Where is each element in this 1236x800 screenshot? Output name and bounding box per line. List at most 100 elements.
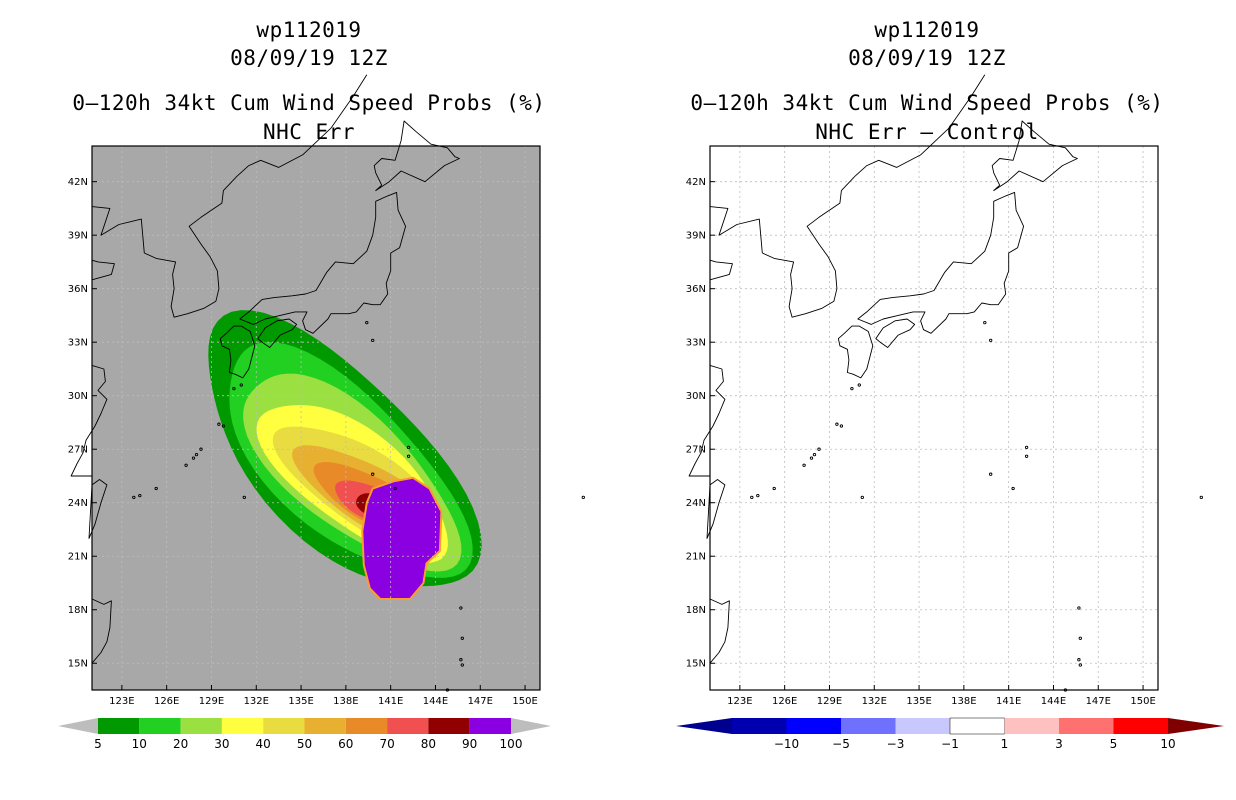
colorbar-swatch [841, 718, 896, 734]
colorbar-low-arrow [676, 718, 732, 734]
island-dot [817, 447, 821, 451]
x-tick-label: 138E [333, 696, 358, 707]
colorbar-label: 50 [297, 737, 312, 751]
x-tick-label: 132E [244, 696, 269, 707]
island-dot [460, 663, 464, 667]
coast-luzon [91, 598, 112, 664]
x-tick-label: 135E [288, 696, 313, 707]
colorbar-label: −1 [941, 737, 959, 751]
colorbar-label: 100 [500, 737, 523, 751]
island-dot [812, 452, 817, 457]
right-panel: wp112019 08/09/19 12Z 0–120h 34kt Cum Wi… [618, 0, 1236, 800]
island-dot [406, 445, 411, 450]
colorbar-swatch [949, 717, 1005, 735]
left-prob-map: 123E 126E 129E 132E 135E 138E 141E 144E 147E 150E… [58, 74, 585, 751]
left-panel: wp112019 08/09/19 12Z 0–120h 34kt Cum Wi… [58, 18, 585, 751]
island-dot [459, 606, 463, 610]
island-dot [756, 493, 760, 498]
y-tick-label: 39N [686, 231, 706, 242]
probability-swath [208, 310, 482, 600]
x-tick-label: 141E [378, 696, 403, 707]
y-tick-label: 42N [68, 177, 88, 188]
island-dot [1199, 495, 1203, 500]
y-tick-label: 18N [686, 605, 706, 616]
colorbar-swatch [1059, 718, 1114, 734]
x-tick-label: 147E [1086, 696, 1111, 707]
y-tick-label: 30N [68, 391, 88, 402]
y-tick-label: 39N [68, 231, 88, 242]
island-dot [242, 495, 246, 500]
island-dot [839, 424, 844, 428]
colorbar-label: 5 [1110, 737, 1118, 751]
colorbar-swatch [469, 718, 511, 734]
coast-hokkaido [373, 120, 460, 192]
y-tick-label: 36N [686, 284, 706, 295]
y-tick-label: 24N [686, 498, 706, 509]
coast-rus [854, 74, 986, 177]
colorbar-label: 60 [338, 737, 353, 751]
island-dot [772, 486, 776, 491]
x-tick-label: 144E [423, 696, 448, 707]
island-dot [221, 424, 226, 428]
colorbar-swatch [428, 718, 470, 734]
island-dot [239, 383, 243, 387]
x-tick-label: 129E [199, 696, 224, 707]
island-dot [459, 658, 463, 662]
coast-korea [762, 175, 856, 318]
x-tick-label: 126E [154, 696, 179, 707]
right-subtitle: NHC Err – Control [815, 120, 1039, 144]
island-dot [184, 463, 188, 467]
x-tick-label: 147E [468, 696, 493, 707]
colorbar-swatch [221, 718, 264, 734]
island-dot [1078, 663, 1082, 667]
colorbar-swatch [895, 718, 950, 734]
coast-honshu [857, 191, 1025, 334]
map-background [710, 146, 1158, 690]
island-dot [802, 463, 806, 467]
colorbar-high-arrow [511, 718, 551, 734]
colorbar-label: 20 [173, 737, 188, 751]
colorbar-label: 90 [462, 737, 477, 751]
island-dot [154, 486, 158, 491]
colorbar-swatch [1004, 718, 1059, 734]
coast-korea [144, 175, 238, 318]
right-colorbar: −10 −5 −3 −1 1 3 5 10 [676, 717, 1224, 751]
island-dot [1024, 454, 1029, 458]
island-dot [750, 495, 754, 500]
right-storm-id: wp112019 [874, 18, 980, 42]
island-dot [850, 386, 854, 391]
colorbar-label: 70 [379, 737, 394, 751]
grid-lines [710, 146, 1158, 690]
coastlines [688, 74, 1203, 692]
coast-rus [236, 74, 368, 177]
colorbar-label: −10 [774, 737, 799, 751]
grid-lines [92, 146, 540, 690]
colorbar-label: 80 [421, 737, 436, 751]
x-tick-label: 150E [512, 696, 537, 707]
y-tick-label: 15N [68, 659, 88, 670]
x-tick-label: 132E [862, 696, 887, 707]
island-dot [460, 636, 464, 640]
colorbar-label: 5 [94, 737, 102, 751]
island-dot [1024, 445, 1029, 450]
island-dot [232, 386, 236, 391]
map-frame [91, 145, 541, 691]
colorbar-swatch [98, 718, 140, 734]
y-tick-label: 21N [686, 552, 706, 563]
island-dot [809, 456, 814, 460]
island-dot [989, 338, 993, 343]
coast-kyushu [837, 325, 874, 379]
island-dot [983, 320, 987, 325]
island-dot [194, 452, 199, 457]
island-dot [1077, 606, 1081, 610]
coastlines [70, 74, 585, 692]
y-tick-label: 27N [68, 445, 88, 456]
colorbar-label: 10 [1160, 737, 1175, 751]
colorbar-swatch [732, 718, 787, 734]
x-tick-label: 123E [727, 696, 752, 707]
y-tick-label: 42N [686, 177, 706, 188]
left-storm-id: wp112019 [256, 18, 362, 42]
left-date: 08/09/19 12Z [230, 46, 388, 70]
colorbar-label: −5 [832, 737, 850, 751]
island-dot [365, 320, 369, 325]
